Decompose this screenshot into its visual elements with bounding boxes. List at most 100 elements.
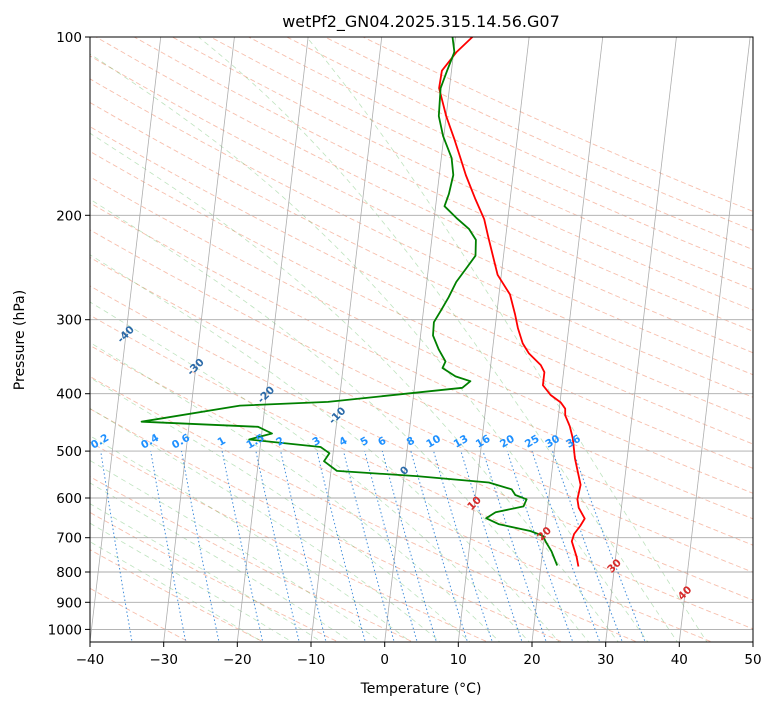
mixing-ratio-label: 2 [274, 435, 286, 449]
isotherm-line [236, 37, 309, 642]
y-tick-label: 200 [56, 208, 82, 224]
dry-adiabat-line [90, 202, 753, 520]
dry-adiabat-line [286, 37, 753, 251]
y-tick-label: 500 [56, 444, 82, 460]
mixing-ratio-label: 30 [543, 433, 562, 451]
moist-adiabat-line [90, 460, 382, 642]
isotherm-line [163, 37, 235, 642]
mixing-ratio-label: 8 [405, 435, 417, 449]
mixing-ratio-label: 4 [337, 435, 349, 449]
moist-adiabat-line [90, 301, 530, 642]
mixing-ratio-label: 16 [474, 433, 493, 451]
plot-frame [89, 36, 754, 643]
isotherm-label: -30 [185, 356, 207, 378]
dry-adiabat-line [210, 37, 753, 291]
isotherm-line [90, 37, 162, 642]
y-tick-label: 100 [56, 30, 82, 46]
x-tick-label: −30 [149, 652, 178, 668]
mixing-ratio-line [54, 451, 82, 644]
mixing-ratio-line [572, 450, 646, 642]
dry-adiabats [90, 37, 753, 642]
mixing-ratio-labels: 0.1 0.2 0.4 0.6 1 1.5 2 3 4 5 6 8 10 13 16 20 25 30 36 [90, 432, 583, 452]
mixing-ratio-line [410, 450, 469, 642]
mixing-ratio-line [531, 450, 601, 642]
y-tick-label: 800 [56, 565, 82, 581]
y-tick-label: 1000 [48, 622, 82, 638]
mixing-ratio-label: 1.5 [244, 432, 266, 452]
x-tick-label: −10 [297, 652, 326, 668]
isotherm-line [752, 638, 753, 642]
moist-adiabat-line [198, 37, 678, 642]
mixing-ratio-line [255, 450, 300, 642]
dry-adiabat-line [90, 126, 753, 445]
y-axis-ticks: 100 200 300 400 500 600 700 800 900 1000 [48, 30, 90, 638]
mixing-ratio-line [364, 450, 418, 642]
x-tick-label: 20 [523, 652, 540, 668]
y-tick-label: 300 [56, 313, 82, 329]
mixing-ratio-line [506, 450, 574, 642]
isotherms [90, 37, 753, 642]
mixing-ratio-label: 6 [376, 435, 388, 449]
dry-adiabat-line [90, 150, 753, 469]
mixing-ratio-label: 20 [498, 433, 517, 451]
dry-adiabat-line [95, 37, 753, 354]
dry-adiabat-line [90, 408, 564, 642]
isotherm-label: 20 [535, 525, 554, 544]
isotherm-label: -20 [255, 384, 277, 406]
moist-adiabat-line [90, 541, 264, 642]
dry-adiabat-line [324, 37, 753, 231]
mixing-ratio-label: 25 [523, 433, 542, 451]
dry-adiabat-line [90, 256, 753, 573]
mixing-ratio-line [482, 450, 547, 642]
moist-adiabat-line [90, 435, 412, 642]
mixing-ratio-label: 13 [452, 433, 471, 451]
mixing-ratio-label: 36 [564, 433, 583, 451]
mixing-ratio-label: 5 [358, 435, 370, 449]
mixing-ratio-label: 0.6 [170, 432, 192, 452]
dry-adiabat-line [90, 344, 713, 642]
x-tick-label: 50 [744, 652, 761, 668]
series-line [140, 37, 559, 566]
moist-adiabat-line [306, 37, 708, 642]
series-line [438, 37, 586, 567]
dry-adiabat-line [172, 37, 753, 311]
x-tick-label: 30 [597, 652, 614, 668]
mixing-ratio-label: 10 [424, 433, 443, 451]
dry-adiabat-line [90, 78, 753, 398]
isotherm-label: 40 [676, 584, 695, 603]
isotherm-line [457, 37, 530, 642]
moist-adiabat-line [90, 503, 323, 642]
isotherm-label: 10 [465, 494, 484, 513]
profile-series [140, 37, 586, 567]
mixing-ratio-lines [54, 450, 646, 644]
moist-adiabat-line [90, 342, 501, 642]
isotherm-line [384, 37, 456, 642]
dry-adiabat-line [90, 55, 753, 376]
mixing-ratio-line [552, 450, 623, 642]
isotherm-label: 30 [605, 557, 624, 576]
moist-adiabat-line [90, 522, 293, 642]
isotherm-line [605, 37, 677, 642]
mixing-ratio-line [150, 451, 187, 642]
dry-adiabat-line [248, 37, 753, 270]
chart-title: wetPf2_GN04.2025.315.14.56.G07 [282, 12, 560, 32]
mixing-ratio-line [381, 450, 437, 642]
dry-adiabat-line [90, 176, 753, 494]
mixing-ratio-line [181, 451, 220, 642]
mixing-ratio-line [343, 450, 395, 642]
mixing-ratio-line [100, 451, 133, 642]
isotherm-label: -40 [115, 324, 137, 346]
y-tick-label: 700 [56, 531, 82, 547]
mixing-ratio-line [221, 450, 264, 642]
dry-adiabat-line [90, 229, 753, 546]
moist-adiabats [90, 37, 708, 642]
isobars [90, 37, 753, 630]
isotherm-line [310, 37, 383, 642]
mixing-ratio-label: 1 [216, 435, 228, 449]
x-tick-label: −20 [223, 652, 252, 668]
moist-adiabat-line [90, 53, 649, 642]
dry-adiabat-line [133, 37, 753, 332]
x-axis-label: Temperature (°C) [360, 681, 482, 697]
isotherm-line [531, 37, 604, 642]
dry-adiabat-line [90, 511, 340, 642]
